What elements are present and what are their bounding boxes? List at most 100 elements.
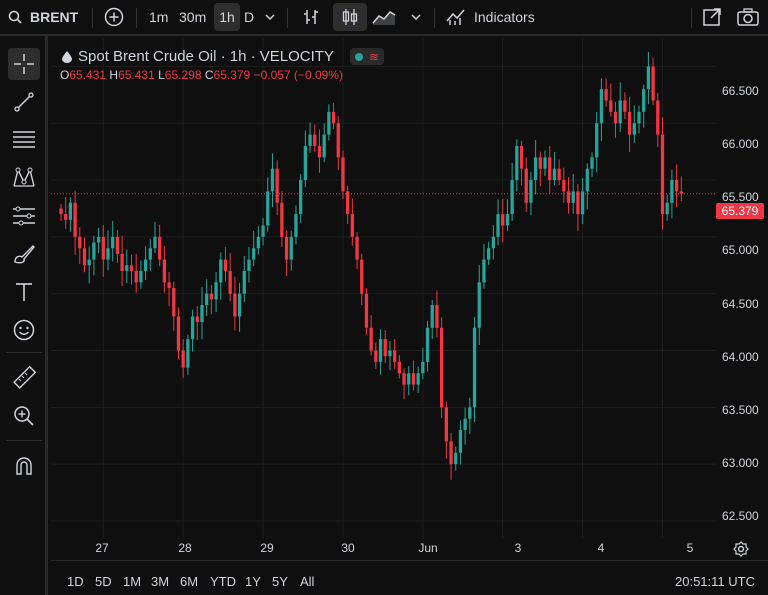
candle-body <box>327 111 331 135</box>
chevron-down-icon <box>265 14 275 21</box>
measure-tool[interactable] <box>8 200 40 232</box>
time-tick: 28 <box>178 541 192 555</box>
candle <box>613 101 618 138</box>
candle <box>280 191 284 247</box>
bar-style-button[interactable] <box>302 0 320 34</box>
symbol-search[interactable]: BRENT <box>8 0 78 34</box>
candles-style-button[interactable] <box>333 3 367 31</box>
interval-1m[interactable]: 1m <box>149 9 169 25</box>
candle-body <box>491 236 495 249</box>
interval-30m[interactable]: 30m <box>179 9 207 25</box>
range-ytd[interactable]: YTD <box>210 574 236 589</box>
candle <box>501 198 505 243</box>
candle-body <box>214 282 218 300</box>
candle-body <box>308 134 312 146</box>
indicators-button[interactable]: Indicators <box>446 0 535 34</box>
brush-tool[interactable] <box>8 238 40 270</box>
candle <box>458 420 463 465</box>
candle-body <box>200 305 204 323</box>
candle-body <box>162 259 167 283</box>
candle-body <box>294 214 298 237</box>
range-3m[interactable]: 3M <box>151 574 170 589</box>
candle <box>618 82 622 132</box>
candle <box>416 366 420 393</box>
candle <box>378 329 383 375</box>
candle-body <box>571 191 575 203</box>
emoji-tool[interactable] <box>8 314 40 346</box>
range-1d[interactable]: 1D <box>67 574 84 589</box>
candle <box>172 281 176 331</box>
compare-button[interactable] <box>104 0 124 34</box>
candle-body <box>533 157 538 181</box>
candle-body <box>134 270 138 283</box>
horizontal-lines-tool[interactable] <box>8 124 40 156</box>
candle-body <box>402 373 406 385</box>
top-toolbar: BRENT 1m 30m 1h D Indicators <box>0 0 768 36</box>
change-value: −0.057 (−0.09%) <box>253 68 343 82</box>
trend-line-tool[interactable] <box>8 86 40 118</box>
utc-clock[interactable]: 20:51:11 UTC <box>675 574 755 589</box>
candle <box>472 317 477 423</box>
range-5y[interactable]: 5Y <box>272 574 288 589</box>
time-tick: 29 <box>260 541 274 555</box>
candle <box>627 96 632 152</box>
chart-type-dropdown[interactable] <box>410 0 422 34</box>
candle <box>599 78 604 142</box>
candle-body <box>176 316 181 351</box>
text-tool[interactable] <box>8 276 40 308</box>
price-tick: 66.000 <box>722 137 759 151</box>
interval-1h[interactable]: 1h <box>214 3 240 31</box>
area-style-button[interactable] <box>372 0 396 34</box>
candle-body <box>364 293 369 328</box>
candle <box>73 190 77 255</box>
candle-body <box>172 288 176 317</box>
candle-body <box>73 202 77 237</box>
candle-body <box>557 168 561 181</box>
candle <box>247 246 251 283</box>
candle-body <box>472 327 477 408</box>
crosshair-tool[interactable] <box>8 48 40 80</box>
range-5d[interactable]: 5D <box>95 574 112 589</box>
close-label: C <box>204 68 214 82</box>
candle-body <box>613 111 618 124</box>
magnet-tool[interactable] <box>8 450 40 482</box>
candle <box>261 218 265 246</box>
candle <box>383 330 387 363</box>
candle <box>355 232 359 270</box>
projection-icon <box>13 206 35 226</box>
fullscreen-button[interactable] <box>702 0 722 34</box>
range-all[interactable]: All <box>300 574 315 589</box>
candle-body <box>665 202 669 215</box>
candle-body <box>261 225 265 237</box>
snapshot-button[interactable] <box>737 0 759 34</box>
ruler-tool[interactable] <box>8 362 40 394</box>
zoom-tool[interactable] <box>8 400 40 432</box>
candle <box>595 111 599 173</box>
price-chart[interactable] <box>51 38 768 595</box>
candle-body <box>378 339 383 362</box>
candle <box>580 178 585 225</box>
candle <box>252 230 256 267</box>
range-1y[interactable]: 1Y <box>245 574 261 589</box>
status-pill[interactable]: ≋ <box>349 48 384 65</box>
candle <box>317 129 322 173</box>
pattern-tool[interactable] <box>8 162 40 194</box>
candle <box>411 360 416 391</box>
range-1m[interactable]: 1M <box>123 574 142 589</box>
range-6m[interactable]: 6M <box>180 574 199 589</box>
chart-title: Spot Brent Crude Oil · 1h · VELOCITY <box>78 48 334 65</box>
candle <box>350 198 354 246</box>
candle <box>242 255 246 303</box>
wave-icon: ≋ <box>368 49 379 64</box>
candle-body <box>468 407 472 419</box>
candle-body <box>284 236 289 260</box>
candle-body <box>618 100 622 124</box>
candle <box>486 241 491 265</box>
candle <box>195 306 199 341</box>
candle-body <box>275 168 279 203</box>
candle <box>388 340 392 371</box>
candle <box>407 366 411 396</box>
interval-d[interactable]: D <box>244 9 255 25</box>
axis-settings-button[interactable] <box>733 541 749 562</box>
interval-dropdown[interactable] <box>264 0 276 34</box>
